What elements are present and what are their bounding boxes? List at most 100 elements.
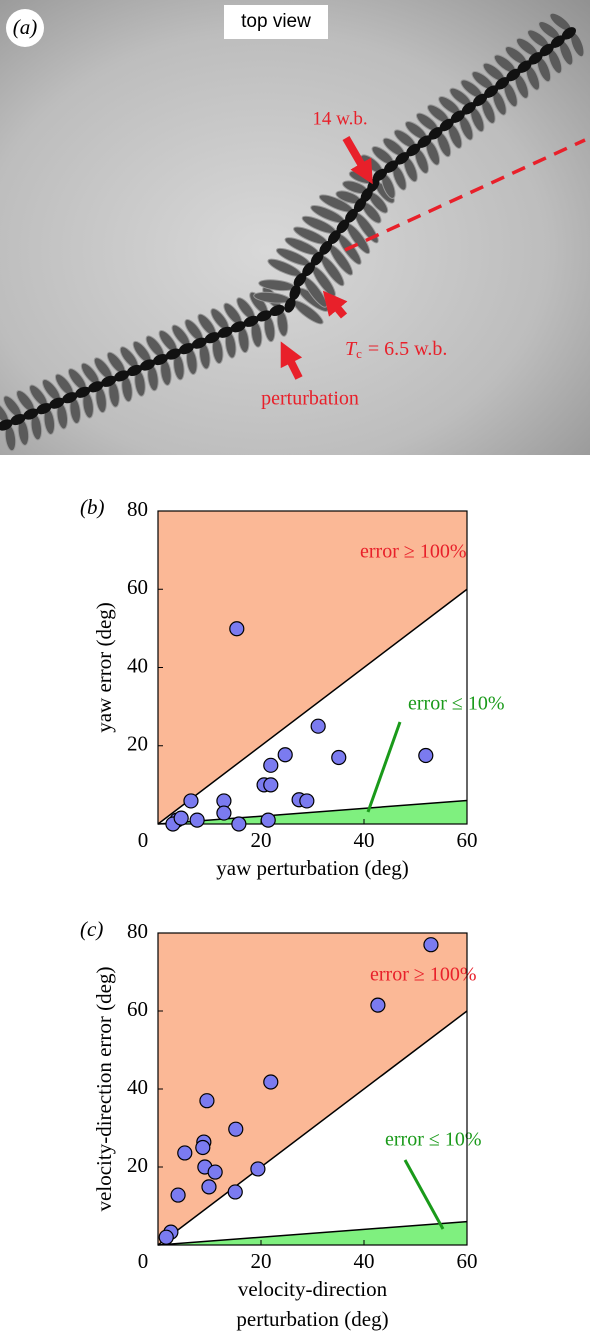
body xyxy=(495,77,510,90)
heading-line xyxy=(344,138,586,252)
data-point xyxy=(158,1229,174,1245)
perturbation-label: perturbation xyxy=(261,388,359,410)
body xyxy=(539,43,554,57)
x-tick-label: 0 xyxy=(138,828,149,852)
tc-subscript: c xyxy=(356,346,362,361)
body xyxy=(461,102,476,115)
body xyxy=(336,219,350,234)
data-point xyxy=(207,1164,223,1180)
body xyxy=(550,35,565,48)
data-point xyxy=(201,1179,217,1195)
photo-panel: top view (a) 14 w.b. Tc = 6.5 w.b. pertur… xyxy=(0,0,590,455)
data-point xyxy=(216,805,232,821)
data-point xyxy=(331,749,347,766)
x-tick-label: 20 xyxy=(251,828,272,852)
body xyxy=(289,284,301,301)
body xyxy=(406,143,421,157)
body xyxy=(256,310,272,322)
body xyxy=(310,251,324,266)
x-tick-label: 0 xyxy=(138,1249,149,1273)
data-point xyxy=(260,812,276,828)
wb-label: 14 w.b. xyxy=(312,108,367,129)
body xyxy=(10,413,26,426)
body xyxy=(75,386,91,398)
body xyxy=(428,127,443,140)
plot-frame xyxy=(157,510,468,825)
region-label: error ≤ 10% xyxy=(385,1129,482,1151)
chart: error ≥ 100% error ≤ 10% 0 20 40 60 20 40 60 80 ya… xyxy=(80,495,505,880)
body xyxy=(204,332,220,344)
data-point xyxy=(189,812,205,828)
body xyxy=(372,168,388,182)
data-point xyxy=(263,1074,279,1090)
body xyxy=(269,304,285,317)
body xyxy=(101,375,117,387)
y-tick-label: 60 xyxy=(127,997,148,1021)
data-point xyxy=(277,747,293,763)
y-tick-label: 80 xyxy=(127,919,148,943)
region-boundary xyxy=(157,1010,468,1246)
x-tick-label: 20 xyxy=(251,1249,272,1273)
region-label: error ≥ 100% xyxy=(360,541,467,563)
data-point xyxy=(418,747,434,764)
region-boundary xyxy=(157,799,468,825)
panel-label: (a) xyxy=(13,15,38,39)
data-point xyxy=(170,1187,186,1203)
data-point xyxy=(173,810,189,826)
body xyxy=(217,326,233,338)
body xyxy=(243,315,259,327)
data-point xyxy=(370,997,386,1013)
body xyxy=(528,52,543,65)
region-boundary xyxy=(157,588,468,825)
body xyxy=(561,27,576,40)
data-point xyxy=(263,777,279,793)
body xyxy=(113,370,130,382)
x-tick-label: 60 xyxy=(457,1249,478,1273)
body xyxy=(517,60,532,73)
body xyxy=(293,273,307,287)
body xyxy=(0,419,13,431)
x-tick-label: 40 xyxy=(354,1249,375,1273)
body xyxy=(302,262,315,277)
y-tick-label: 20 xyxy=(127,732,148,756)
x-tick-label: 60 xyxy=(457,828,478,852)
chart: error ≥ 100% error ≤ 10% 0 20 40 60 20 40 60 80 ve… xyxy=(80,917,482,1331)
y-tick-label: 20 xyxy=(127,1153,148,1177)
data-point xyxy=(250,1161,266,1177)
tc-text: = 6.5 w.b. xyxy=(368,338,447,360)
body xyxy=(327,230,341,245)
body xyxy=(472,93,488,107)
body xyxy=(49,397,65,409)
tc-symbol: T xyxy=(345,338,358,360)
view-label: top view xyxy=(241,11,311,32)
data-point xyxy=(423,937,439,953)
y-tick-label: 80 xyxy=(127,497,148,521)
body xyxy=(230,321,246,333)
data-point xyxy=(227,1184,243,1200)
data-point xyxy=(299,793,315,809)
panel-label: (c) xyxy=(80,917,103,941)
region-label: error ≥ 100% xyxy=(370,964,477,986)
body xyxy=(395,152,410,165)
region-pointer xyxy=(403,1159,445,1230)
x-axis-label: yaw perturbation (deg) xyxy=(216,856,408,880)
region-boundary xyxy=(157,1220,468,1246)
data-point xyxy=(199,1093,215,1109)
body xyxy=(62,392,78,404)
y-axis-label: yaw error (deg) xyxy=(92,602,116,733)
body xyxy=(88,381,104,393)
y-tick-label: 40 xyxy=(127,653,148,677)
plot-frame xyxy=(157,932,468,1246)
body xyxy=(23,408,39,420)
panel-label: (b) xyxy=(80,495,105,519)
body xyxy=(506,68,521,82)
region-pointer xyxy=(366,721,402,813)
body xyxy=(384,160,399,173)
region xyxy=(158,511,467,824)
body xyxy=(139,359,156,371)
body xyxy=(319,240,333,255)
body xyxy=(345,208,358,223)
region-label: error ≤ 10% xyxy=(408,693,505,715)
data-point xyxy=(228,1121,244,1137)
body xyxy=(165,348,182,360)
